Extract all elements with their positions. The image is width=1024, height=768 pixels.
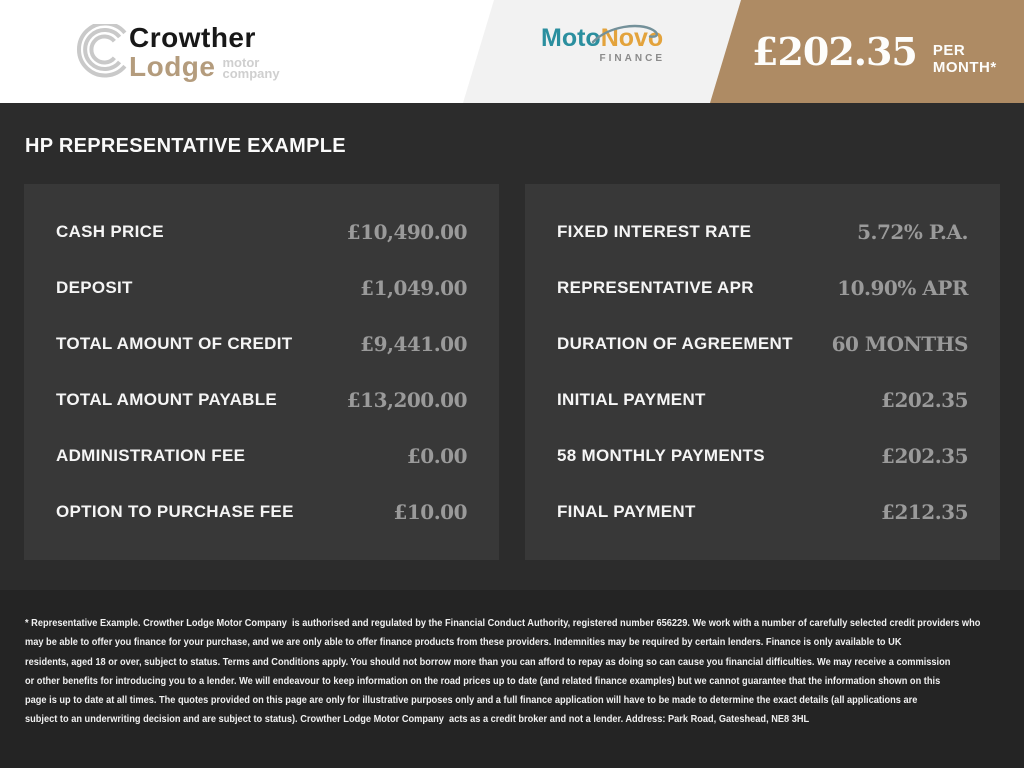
disclaimer-line: * Representative Example. Crowther Lodge… [25,617,981,629]
row-label: ADMINISTRATION FEE [56,446,246,465]
table-row: ADMINISTRATION FEE £0.00 [56,428,468,484]
dealer-logo: Crowther Lodge motor company [75,24,280,81]
header: Crowther Lodge motor company MotoNovo [0,0,1024,103]
row-value: £0.00 [406,444,468,468]
dealer-logo-text: Crowther Lodge motor company [129,24,280,81]
row-label: TOTAL AMOUNT OF CREDIT [56,334,293,353]
right-finance-panel: FIXED INTEREST RATE 5.72% P.A. REPRESENT… [525,184,1000,560]
row-value: 60 MONTHS [831,332,969,356]
disclaimer-footer: * Representative Example. Crowther Lodge… [0,590,1024,768]
price-period: PER MONTH* [932,41,997,76]
header-accent-band [710,0,1024,103]
finance-logo: MotoNovo FINANCE [541,26,665,64]
table-row: FINAL PAYMENT £212.35 [557,484,968,540]
monthly-price: £202.35 PER MONTH* [752,0,1024,103]
table-row: REPRESENTATIVE APR 10.90% APR [557,260,968,316]
row-value: 5.72% P.A. [857,220,968,244]
row-value: £1,049.00 [360,276,467,300]
finance-panels: CASH PRICE £10,490.00 DEPOSIT £1,049.00 … [24,184,1000,560]
finance-logo-wrap: MotoNovo FINANCE [463,0,741,103]
row-label: DURATION OF AGREEMENT [557,334,793,353]
disclaimer-line: page is up to date at all times. The quo… [25,694,918,707]
row-label: FIXED INTEREST RATE [557,222,752,241]
row-label: FINAL PAYMENT [557,502,696,521]
row-value: £202.35 [881,444,968,468]
row-label: 58 MONTHLY PAYMENTS [557,446,765,465]
page-title: HP REPRESENTATIVE EXAMPLE [25,135,346,157]
table-row: FIXED INTEREST RATE 5.72% P.A. [557,204,968,260]
dealer-tagline: motor company [222,55,280,81]
table-row: 58 MONTHLY PAYMENTS £202.35 [557,428,968,484]
table-row: INITIAL PAYMENT £202.35 [557,372,968,428]
table-row: OPTION TO PURCHASE FEE £10.00 [56,484,467,540]
disclaimer-line: residents, aged 18 or over, subject to s… [25,655,951,668]
row-value: £10.00 [393,500,467,524]
dealer-name-bottom: Lodge [129,51,216,82]
disclaimer-text: * Representative Example. Crowther Lodge… [25,614,981,730]
left-finance-panel: CASH PRICE £10,490.00 DEPOSIT £1,049.00 … [24,184,499,560]
table-row: TOTAL AMOUNT PAYABLE £13,200.00 [56,372,468,428]
finance-logo-moto: Moto [541,24,601,52]
row-label: TOTAL AMOUNT PAYABLE [56,390,278,409]
dealer-tagline-line2: company [222,66,280,81]
dealer-name-top: Crowther [129,22,256,53]
finance-logo-finance: FINANCE [599,53,665,64]
dealer-tagline-line1: motor [222,55,260,70]
row-label: INITIAL PAYMENT [557,390,706,409]
row-label: DEPOSIT [56,278,133,297]
row-label: OPTION TO PURCHASE FEE [56,502,294,521]
row-value: £13,200.00 [346,388,468,412]
row-label: REPRESENTATIVE APR [557,278,754,297]
header-gray-band [463,0,741,103]
row-value: £9,441.00 [360,332,467,356]
dealer-arcs-icon [76,24,127,78]
table-row: DEPOSIT £1,049.00 [56,260,467,316]
row-value: £202.35 [881,388,968,412]
disclaimer-line: subject to an underwriting decision and … [25,713,810,726]
row-value: 10.90% APR [837,276,968,300]
disclaimer-line: may be able to offer you finance for you… [25,636,902,649]
row-label: CASH PRICE [56,222,164,241]
car-swoosh-icon [591,22,665,44]
main-section: HP REPRESENTATIVE EXAMPLE CASH PRICE £10… [0,103,1024,590]
row-value: £212.35 [881,500,968,524]
table-row: DURATION OF AGREEMENT 60 MONTHS [557,316,969,372]
disclaimer-line: or other benefits for introducing you to… [25,674,941,687]
table-row: CASH PRICE £10,490.00 [56,204,468,260]
table-row: TOTAL AMOUNT OF CREDIT £9,441.00 [56,316,467,372]
row-value: £10,490.00 [346,220,468,244]
price-amount: £202.35 [752,29,918,74]
